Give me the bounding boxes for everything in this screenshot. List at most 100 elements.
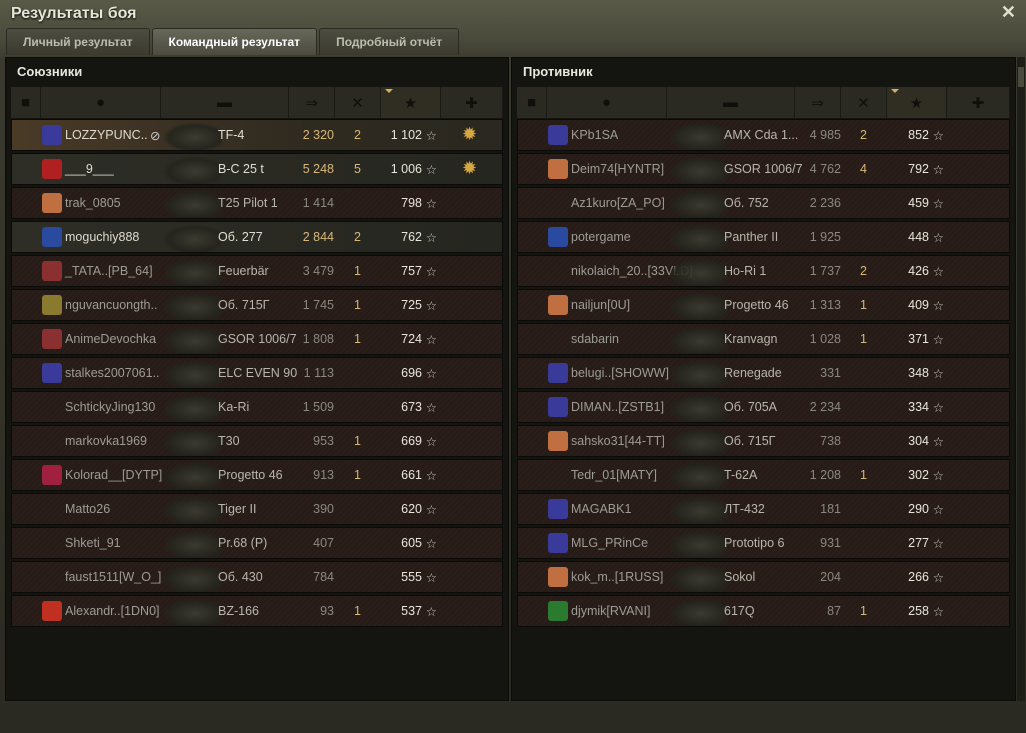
- player-row[interactable]: KPb1SA AMX Cda 1... 4 985 2 852 ☆: [517, 119, 1010, 151]
- damage-value: 738: [820, 434, 841, 448]
- rank-badge-icon[interactable]: ■: [517, 87, 547, 118]
- experience-star-icon[interactable]: ★: [381, 87, 441, 118]
- damage-value: 1 925: [809, 230, 841, 244]
- tank-image: [668, 326, 728, 354]
- experience-value: 696: [401, 366, 422, 380]
- player-name: nailjun[0U]: [571, 298, 631, 312]
- star-icon: ☆: [932, 231, 944, 245]
- damage-value: 1 808: [302, 332, 334, 346]
- star-icon: ☆: [932, 367, 944, 381]
- enemies-list: KPb1SA AMX Cda 1... 4 985 2 852 ☆ Deim74[HYNTR…: [517, 119, 1010, 629]
- player-row[interactable]: SchtickyJing130 Ka-Ri 1 509 673 ☆: [11, 391, 503, 423]
- player-row[interactable]: Tedr_01[MATY] T-62A 1 208 1 302 ☆: [517, 459, 1010, 491]
- player-row[interactable]: nailjun[0U] Progetto 46 1 313 1 409 ☆: [517, 289, 1010, 321]
- rank-badge-icon: [42, 193, 62, 213]
- damage-value: 2 844: [302, 230, 334, 244]
- player-row[interactable]: nguvancuongth.. Об. 715Г 1 745 1 725 ☆: [11, 289, 503, 321]
- medal-icon[interactable]: ✚: [947, 87, 1010, 118]
- rank-badge-icon: [548, 397, 568, 417]
- player-row[interactable]: potergame Panther II 1 925 448 ☆: [517, 221, 1010, 253]
- player-row[interactable]: ___9___ B-C 25 t 5 248 5 1 006 ☆ ✹: [11, 153, 503, 185]
- kills-icon[interactable]: ✕: [841, 87, 887, 118]
- player-row[interactable]: faust1511[W_O_] Об. 430 784 555 ☆: [11, 561, 503, 593]
- column-header: ■ ● ▬ ⇒ ✕ ★ ✚: [517, 87, 1010, 118]
- experience-value: 371: [908, 332, 929, 346]
- medal-icon[interactable]: ✚: [441, 87, 503, 118]
- player-row[interactable]: djymik[RVANI] 617Q 87 1 258 ☆: [517, 595, 1010, 627]
- player-name: nikolaich_20..[33VLD]: [571, 264, 693, 278]
- player-row[interactable]: MLG_PRinCe Prototipo 6 931 277 ☆: [517, 527, 1010, 559]
- player-row[interactable]: Shketi_91 Pr.68 (P) 407 605 ☆: [11, 527, 503, 559]
- damage-value: 1 509: [302, 400, 334, 414]
- close-icon[interactable]: ✕: [1000, 2, 1016, 22]
- star-icon: ☆: [932, 435, 944, 449]
- experience-value: 605: [401, 536, 422, 550]
- damage-value: 1 737: [809, 264, 841, 278]
- tank-icon[interactable]: ▬: [161, 87, 289, 118]
- player-row[interactable]: Alexandr..[1DN0] BZ-166 93 1 537 ☆: [11, 595, 503, 627]
- player-row[interactable]: markovka1969 T30 953 1 669 ☆: [11, 425, 503, 457]
- tank-image: [668, 224, 728, 252]
- player-icon[interactable]: ●: [547, 87, 667, 118]
- player-row[interactable]: belugi..[SHOWW] Renegade 331 348 ☆: [517, 357, 1010, 389]
- player-name: djymik[RVANI]: [571, 604, 651, 618]
- player-row[interactable]: AnimeDevochka GSOR 1006/7 1 808 1 724 ☆: [11, 323, 503, 355]
- experience-value: 669: [401, 434, 422, 448]
- kills-value: 1: [354, 298, 361, 312]
- damage-value: 1 313: [809, 298, 841, 312]
- tab-personal[interactable]: Личный результат: [6, 28, 150, 55]
- player-row[interactable]: trak_0805 T25 Pilot 1 1 414 798 ☆: [11, 187, 503, 219]
- player-row[interactable]: _TATA..[PB_64] Feuerbär 3 479 1 757 ☆: [11, 255, 503, 287]
- experience-value: 304: [908, 434, 929, 448]
- player-row[interactable]: sdabarin Kranvagn 1 028 1 371 ☆: [517, 323, 1010, 355]
- tank-name: Kranvagn: [724, 332, 778, 346]
- tab-detailed[interactable]: Подробный отчёт: [319, 28, 460, 55]
- kills-icon[interactable]: ✕: [335, 87, 381, 118]
- player-row[interactable]: DIMAN..[ZSTB1] Об. 705А 2 234 334 ☆: [517, 391, 1010, 423]
- player-row[interactable]: Az1kuro[ZA_PO] Об. 752 2 236 459 ☆: [517, 187, 1010, 219]
- player-row[interactable]: stalkes2007061.. ELC EVEN 90 1 113 696 ☆: [11, 357, 503, 389]
- player-row[interactable]: nikolaich_20..[33VLD] Ho-Ri 1 1 737 2 426 ☆: [517, 255, 1010, 287]
- damage-value: 1 414: [302, 196, 334, 210]
- allies-panel: Союзники ■ ● ▬ ⇒ ✕ ★ ✚ LOZZYPUNC.. ⊘ TF-4 2 320 2 1…: [5, 57, 509, 701]
- player-row[interactable]: Matto26 Tiger II 390 620 ☆: [11, 493, 503, 525]
- star-icon: ☆: [932, 469, 944, 483]
- damage-value: 931: [820, 536, 841, 550]
- rank-badge-icon: [548, 601, 568, 621]
- damage-value: 2 236: [809, 196, 841, 210]
- star-icon: ☆: [425, 537, 437, 551]
- scrollbar[interactable]: [1017, 57, 1025, 701]
- kills-value: 1: [354, 604, 361, 618]
- damage-value: 4 762: [809, 162, 841, 176]
- damage-icon[interactable]: ⇒: [289, 87, 335, 118]
- damage-value: 331: [820, 366, 841, 380]
- tank-image: [162, 258, 222, 286]
- player-name: markovka1969: [65, 434, 147, 448]
- tank-name: Feuerbär: [218, 264, 269, 278]
- tank-image: [668, 564, 728, 592]
- player-row[interactable]: Deim74[HYNTR] GSOR 1006/7 4 762 4 792 ☆: [517, 153, 1010, 185]
- star-icon: ☆: [932, 605, 944, 619]
- tank-icon[interactable]: ▬: [667, 87, 795, 118]
- rank-badge-icon: [42, 465, 62, 485]
- player-row[interactable]: kok_m..[1RUSS] Sokol 204 266 ☆: [517, 561, 1010, 593]
- tank-image: [668, 190, 728, 218]
- player-row[interactable]: Kolorad__[DYTP] Progetto 46 913 1 661 ☆: [11, 459, 503, 491]
- tank-image: [162, 462, 222, 490]
- star-icon: ☆: [932, 197, 944, 211]
- player-name: moguchiy888: [65, 230, 140, 244]
- rank-badge-icon[interactable]: ■: [11, 87, 41, 118]
- experience-value: 266: [908, 570, 929, 584]
- player-row[interactable]: LOZZYPUNC.. ⊘ TF-4 2 320 2 1 102 ☆ ✹: [11, 119, 503, 151]
- damage-value: 2 320: [302, 128, 334, 142]
- player-row[interactable]: moguchiy888 Об. 277 2 844 2 762 ☆: [11, 221, 503, 253]
- player-icon[interactable]: ●: [41, 87, 161, 118]
- star-icon: ☆: [425, 163, 437, 177]
- player-row[interactable]: MAGABK1 ЛТ-432 181 290 ☆: [517, 493, 1010, 525]
- tab-team[interactable]: Командный результат: [151, 28, 318, 55]
- scrollbar-thumb[interactable]: [1018, 67, 1024, 87]
- damage-icon[interactable]: ⇒: [795, 87, 841, 118]
- player-row[interactable]: sahsko31[44-TT] Об. 715Г 738 304 ☆: [517, 425, 1010, 457]
- tank-image: [668, 428, 728, 456]
- experience-star-icon[interactable]: ★: [887, 87, 947, 118]
